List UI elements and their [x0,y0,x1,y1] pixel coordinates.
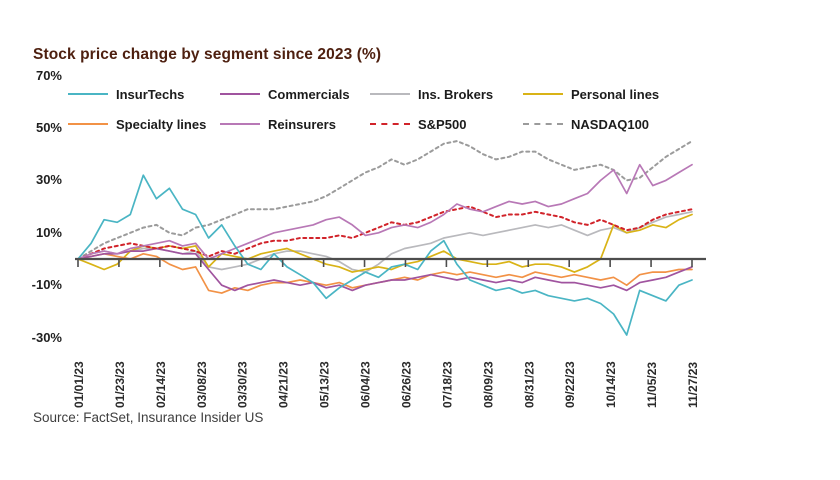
x-tick-label: 01/01/23 [72,361,86,408]
legend-row-2: Specialty lines Reinsurers S&P500 NASDAQ100 [68,116,649,132]
legend-item-s-p500: S&P500 [370,117,523,132]
x-tick-label: 08/31/23 [522,361,536,408]
series-line-reinsurers [77,163,693,260]
x-tick-label: 03/08/23 [195,361,209,408]
legend-item-nasdaq100: NASDAQ100 [523,117,649,132]
x-tick-label: 10/14/23 [604,361,618,408]
legend-label: Commercials [268,86,350,102]
x-tick-label: 11/05/23 [645,362,659,408]
x-tick-label: 06/04/23 [359,361,373,408]
legend-item-commercials: Commercials [220,87,370,102]
x-tick-label: 05/13/23 [318,361,332,408]
y-axis-labels: 70% 50% 30% 10% -10% -30% [0,0,62,480]
legend-line-icon [68,123,108,125]
legend-item-reinsurers: Reinsurers [220,117,370,132]
x-tick-label: 01/23/23 [113,361,127,408]
legend-label: Ins. Brokers [418,86,494,102]
series-line-insurtechs [77,174,693,336]
legend-line-icon [370,123,410,125]
legend-line-icon [220,93,260,95]
x-tick-label: 06/26/23 [399,361,413,408]
x-tick-label: 07/18/23 [440,361,454,408]
legend-item-insurtechs: InsurTechs [68,87,220,102]
x-tick-label: 11/27/23 [686,362,700,408]
legend-item-specialty-lines: Specialty lines [68,117,220,132]
legend-line-icon [220,123,260,125]
legend-row-1: InsurTechs Commercials Ins. Brokers Persona… [68,86,659,102]
legend-line-icon [68,93,108,95]
x-tick-label: 02/14/23 [154,361,168,408]
x-tick-label: 09/22/23 [563,361,577,408]
y-tick-label: 10% [35,224,62,240]
chart-title: Stock price change by segment since 2023… [33,46,382,63]
x-tick-label: 08/09/23 [481,361,495,408]
source-caption: Source: FactSet, Insurance Insider US [33,410,264,425]
series-line-personal-lines [77,213,693,273]
y-tick-label: 50% [35,120,62,135]
y-tick-label: -10% [31,277,62,293]
legend-label: Personal lines [571,86,660,102]
legend-line-icon [370,93,410,95]
y-tick-label: 70% [35,67,62,83]
legend-item-ins-brokers: Ins. Brokers [370,87,523,102]
series-line-s-p500 [77,205,693,260]
legend-line-icon [523,93,563,95]
series-line-nasdaq100 [77,140,693,260]
legend-label: Specialty lines [116,116,207,132]
legend-label: S&P500 [418,116,467,132]
y-tick-label: 30% [35,172,62,188]
x-tick-label: 04/21/23 [277,361,291,408]
legend-label: Reinsurers [268,116,336,132]
legend-line-icon [523,123,563,125]
legend-label: InsurTechs [116,86,185,102]
y-tick-label: -30% [31,329,62,345]
legend-label: NASDAQ100 [571,116,650,132]
series-line-commercials [77,247,693,292]
x-tick-label: 03/30/23 [236,361,250,408]
legend-item-personal-lines: Personal lines [523,87,659,102]
